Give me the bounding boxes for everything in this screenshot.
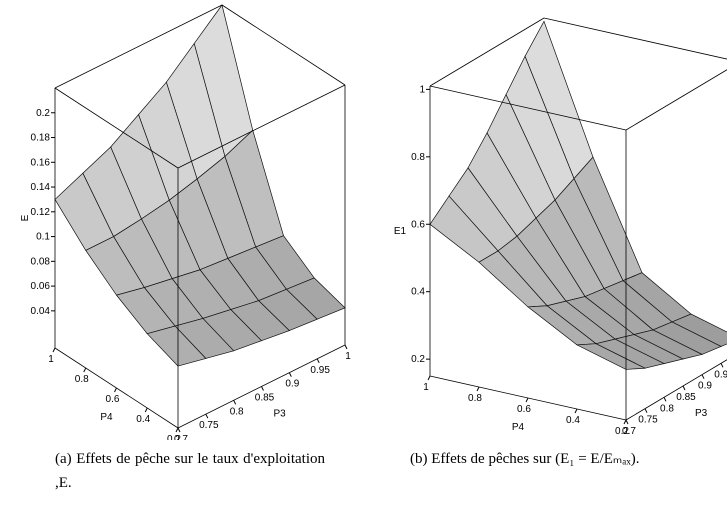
z-tick-label: 0.04 bbox=[31, 306, 51, 317]
figure-panels: 0.040.060.080.10.120.140.160.180.20.70.7… bbox=[20, 4, 727, 440]
y-tick-label: 0.8 bbox=[468, 393, 482, 404]
x-tick bbox=[682, 385, 686, 391]
z-tick-label: 0.06 bbox=[31, 281, 51, 292]
z-tick-label: 0.2 bbox=[411, 354, 425, 365]
y-tick bbox=[427, 375, 431, 381]
y-tick bbox=[144, 407, 148, 413]
x-tick-label: 0.9 bbox=[698, 381, 712, 392]
x-tick bbox=[344, 344, 348, 350]
z-axis-label: E bbox=[20, 214, 31, 221]
x-tick bbox=[720, 363, 724, 368]
x-tick-label: 0.95 bbox=[714, 369, 727, 380]
z-tick-label: 0.1 bbox=[36, 232, 50, 243]
z-tick-label: 0.12 bbox=[31, 207, 51, 218]
surface-cell bbox=[575, 343, 647, 370]
y-tick bbox=[175, 427, 179, 433]
y-tick-label: 0.6 bbox=[106, 394, 120, 405]
y-tick bbox=[83, 367, 87, 373]
x-tick-label: 0.9 bbox=[285, 379, 299, 390]
x-tick bbox=[701, 374, 705, 379]
z-tick-label: 0.18 bbox=[31, 133, 51, 144]
y-tick bbox=[52, 347, 56, 353]
box-edge bbox=[625, 69, 727, 131]
box-edge bbox=[543, 17, 727, 60]
y-tick bbox=[623, 419, 627, 425]
z-axis-label: E1 bbox=[394, 226, 407, 237]
y-tick-label: 0.4 bbox=[566, 415, 580, 426]
x-tick bbox=[663, 397, 667, 402]
box-edge bbox=[429, 85, 627, 131]
z-tick-label: 0.4 bbox=[411, 287, 425, 298]
x-tick-label: 0.8 bbox=[660, 403, 674, 414]
y-axis-label: P4 bbox=[100, 412, 113, 423]
x-tick bbox=[177, 427, 181, 433]
x-tick-label: 0.85 bbox=[255, 393, 275, 404]
x-tick-label: 0.7 bbox=[622, 426, 636, 437]
y-tick-label: 0.6 bbox=[517, 404, 531, 415]
x-tick-label: 0.7 bbox=[174, 434, 188, 440]
x-tick-label: 1 bbox=[345, 351, 351, 362]
y-tick-label: 0.2 bbox=[167, 434, 181, 440]
z-tick-label: 0.6 bbox=[411, 219, 425, 230]
y-tick bbox=[525, 397, 529, 403]
y-tick-label: 0.8 bbox=[75, 374, 89, 385]
z-tick-label: 0.08 bbox=[31, 256, 51, 267]
caption: (a) Effets de pêche sur le taux d'exploi… bbox=[55, 451, 325, 491]
z-tick-label: 0.2 bbox=[36, 108, 50, 119]
x-tick bbox=[261, 386, 264, 391]
x-tick-label: 0.8 bbox=[230, 406, 244, 417]
x-tick-label: 0.95 bbox=[310, 365, 330, 376]
x-tick-label: 0.75 bbox=[638, 415, 658, 426]
x-tick-label: 0.85 bbox=[676, 392, 696, 403]
x-tick bbox=[644, 408, 648, 413]
y-tick-label: 1 bbox=[423, 382, 429, 393]
caption: (b) Effets de pêches sur (E₁ = E/Eₘₐₓ). bbox=[410, 451, 640, 467]
x-axis-label: P3 bbox=[695, 408, 708, 419]
x-tick bbox=[205, 413, 209, 419]
x-tick bbox=[625, 419, 629, 425]
z-tick-label: 0.16 bbox=[31, 157, 51, 168]
y-tick bbox=[476, 386, 480, 392]
x-tick bbox=[288, 372, 292, 377]
z-tick-label: 0.8 bbox=[411, 152, 425, 163]
box-edge bbox=[429, 17, 545, 87]
z-tick-label: 0.14 bbox=[31, 182, 51, 193]
y-tick-label: 0.2 bbox=[615, 426, 629, 437]
z-tick-label: 1 bbox=[419, 84, 425, 95]
y-tick bbox=[114, 387, 117, 393]
box-edge bbox=[54, 87, 179, 169]
x-tick bbox=[316, 358, 320, 364]
x-axis-label: P3 bbox=[274, 409, 287, 420]
x-tick-label: 0.75 bbox=[199, 420, 219, 431]
y-tick bbox=[574, 408, 578, 414]
surface-cell bbox=[146, 325, 207, 367]
box-edge bbox=[54, 4, 223, 89]
box-edge bbox=[177, 84, 346, 169]
box-edge bbox=[221, 4, 346, 86]
y-tick-label: 0.4 bbox=[136, 414, 150, 425]
y-axis-label: P4 bbox=[512, 422, 525, 433]
y-tick-label: 1 bbox=[48, 354, 54, 365]
x-tick bbox=[233, 400, 237, 405]
